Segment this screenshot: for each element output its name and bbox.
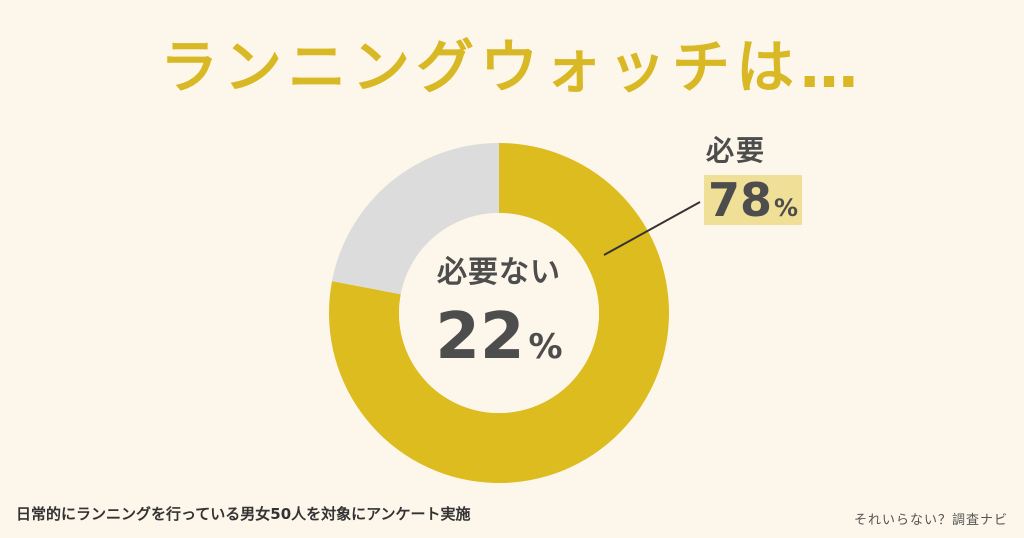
- donut-hole: [399, 213, 599, 413]
- chart-title: ランニングウォッチは…: [159, 33, 864, 101]
- donut-slice-necessary: [329, 143, 669, 483]
- survey-footnote: 日常的にランニングを行っている男女50人を対象にアンケート実施: [16, 505, 471, 523]
- slice-value-unnecessary: 22%: [394, 305, 604, 369]
- slice-label-unnecessary: 必要ない: [437, 255, 561, 290]
- brand-logo-text: それいらない？調査ナビ: [853, 513, 1008, 528]
- slice-value-unnecessary-number: 22: [435, 300, 525, 374]
- slice-value-unnecessary-unit: %: [528, 327, 563, 367]
- slice-value-necessary-unit: %: [774, 194, 799, 222]
- leader-line: [603, 201, 701, 256]
- donut-slices: [329, 143, 669, 483]
- slice-value-necessary: 78%: [704, 173, 803, 227]
- slice-value-necessary-number: 78: [708, 173, 773, 227]
- slice-label-necessary: 必要: [706, 134, 767, 167]
- donut-slice-unnecessary: [332, 143, 499, 295]
